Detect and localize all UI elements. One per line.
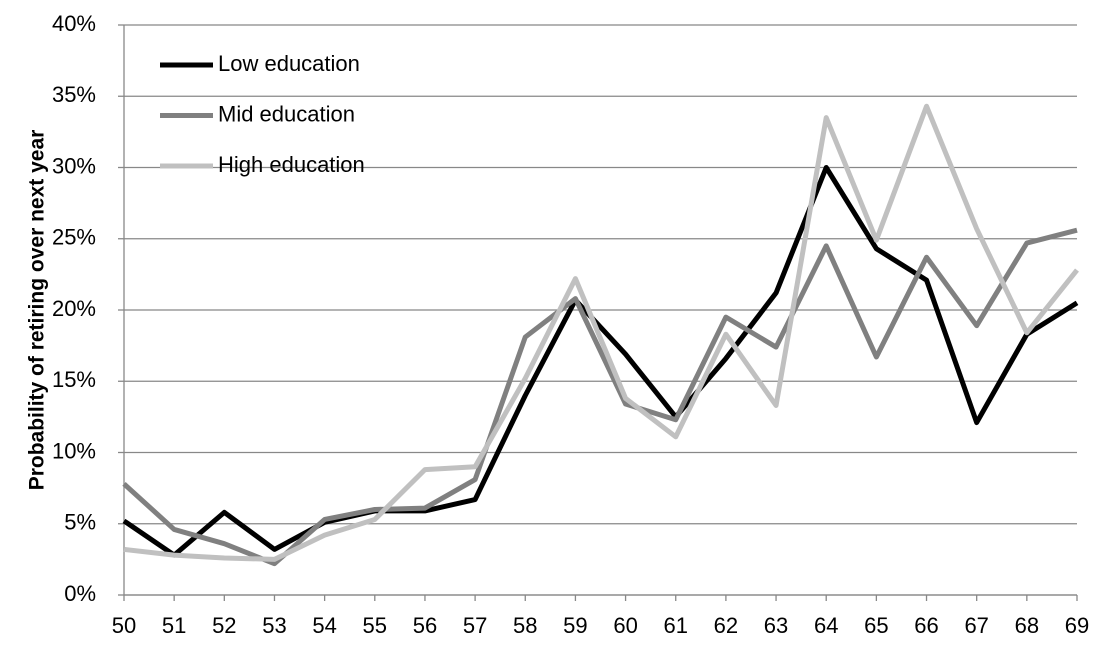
x-tick-label: 51 bbox=[162, 613, 186, 638]
x-tick-label: 68 bbox=[1015, 613, 1039, 638]
y-tick-label: 5% bbox=[64, 510, 96, 535]
x-tick-label: 57 bbox=[463, 613, 487, 638]
x-tick-label: 65 bbox=[864, 613, 888, 638]
y-tick-label: 30% bbox=[52, 153, 96, 178]
x-tick-label: 61 bbox=[663, 613, 687, 638]
y-tick-label: 15% bbox=[52, 367, 96, 392]
x-tick-label: 66 bbox=[914, 613, 938, 638]
x-tick-label: 56 bbox=[413, 613, 437, 638]
legend-label: Mid education bbox=[218, 101, 355, 126]
x-tick-label: 63 bbox=[764, 613, 788, 638]
x-tick-label: 64 bbox=[814, 613, 838, 638]
x-tick-label: 60 bbox=[613, 613, 637, 638]
y-axis-label: Probability of retiring over next year bbox=[26, 130, 49, 491]
y-tick-label: 0% bbox=[64, 581, 96, 606]
x-tick-label: 50 bbox=[112, 613, 136, 638]
series-line bbox=[122, 165, 1079, 558]
series-line bbox=[122, 227, 1078, 567]
x-tick-label: 54 bbox=[312, 613, 336, 638]
series-line bbox=[123, 103, 1079, 562]
x-tick-label: 67 bbox=[964, 613, 988, 638]
legend-label: Low education bbox=[218, 51, 360, 76]
x-tick-label: 59 bbox=[563, 613, 587, 638]
x-tick-label: 52 bbox=[212, 613, 236, 638]
y-tick-label: 20% bbox=[52, 296, 96, 321]
y-tick-label: 40% bbox=[52, 11, 96, 36]
y-tick-label: 10% bbox=[52, 438, 96, 463]
x-tick-label: 58 bbox=[513, 613, 537, 638]
y-tick-label: 35% bbox=[52, 82, 96, 107]
x-tick-label: 53 bbox=[262, 613, 286, 638]
x-tick-label: 69 bbox=[1065, 613, 1089, 638]
y-tick-label: 25% bbox=[52, 225, 96, 250]
x-tick-label: 55 bbox=[363, 613, 387, 638]
x-tick-label: 62 bbox=[714, 613, 738, 638]
legend-label: High education bbox=[218, 152, 365, 177]
